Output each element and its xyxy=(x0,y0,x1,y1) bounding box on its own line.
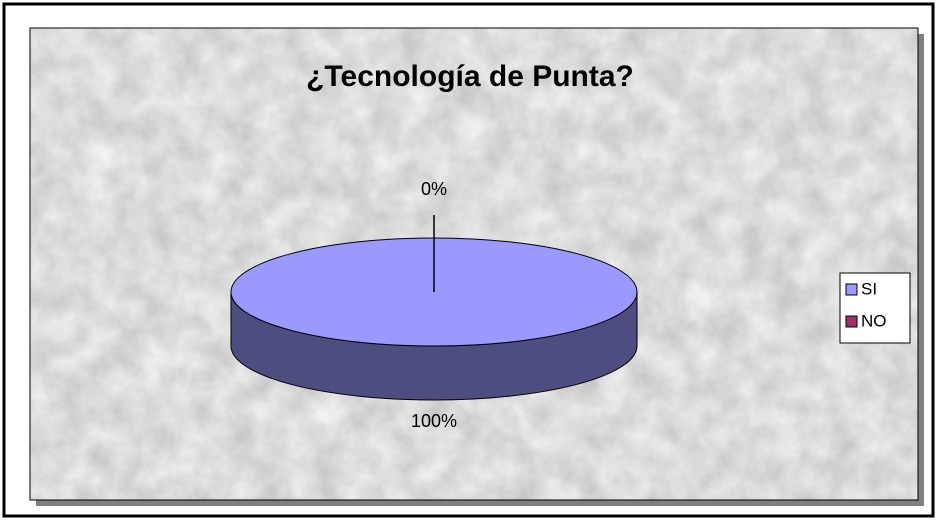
legend-swatch xyxy=(845,315,858,328)
legend-swatch xyxy=(845,283,858,296)
legend-label: SI xyxy=(861,279,877,298)
data-label: 100% xyxy=(411,411,457,431)
legend-label: NO xyxy=(861,311,887,330)
chart-title: ¿Tecnología de Punta? xyxy=(306,60,634,93)
data-label: 0% xyxy=(421,179,447,199)
